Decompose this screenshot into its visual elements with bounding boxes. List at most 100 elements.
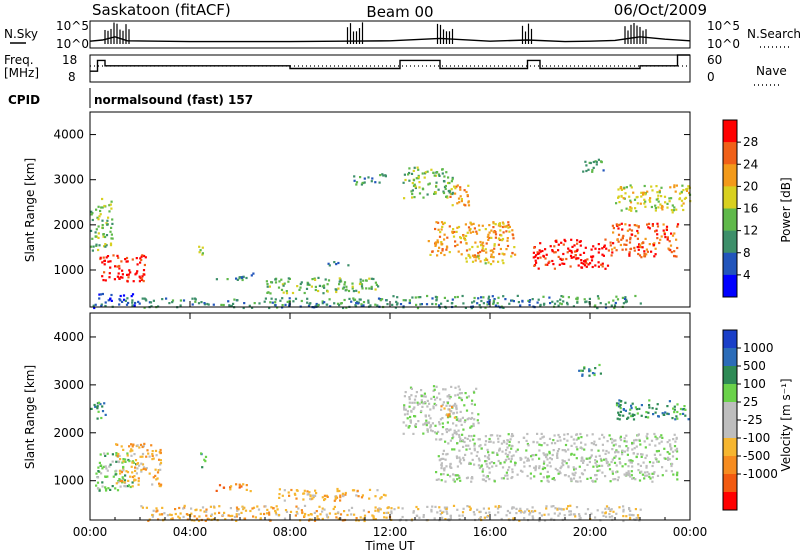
data-cell <box>581 374 584 377</box>
data-cell <box>631 413 634 416</box>
nsky-label: N.Sky <box>4 27 38 41</box>
data-cell <box>644 456 647 460</box>
data-cell <box>647 416 650 419</box>
data-cell <box>674 440 677 443</box>
data-cell <box>417 168 420 171</box>
data-cell <box>662 229 665 232</box>
data-cell <box>482 249 485 252</box>
data-cell <box>443 469 446 472</box>
data-cell <box>223 511 226 514</box>
freq-label: Freq. <box>4 53 34 67</box>
data-cell <box>536 251 539 254</box>
data-cell <box>652 243 656 247</box>
data-cell <box>662 223 665 226</box>
data-cell <box>614 451 617 454</box>
data-cell <box>142 467 145 471</box>
data-cell <box>455 185 458 188</box>
data-cell <box>471 301 474 304</box>
data-cell <box>95 208 98 211</box>
data-cell <box>343 298 346 302</box>
data-cell <box>121 276 124 279</box>
data-cell <box>108 276 111 279</box>
data-cell <box>551 259 554 263</box>
data-cell <box>119 299 122 302</box>
data-cell <box>536 432 539 435</box>
data-cell <box>343 281 347 284</box>
data-cell <box>341 287 345 290</box>
data-cell <box>491 451 494 454</box>
colorbar-tick-label: 28 <box>743 135 758 149</box>
colorbar-tick-label: 4 <box>743 268 751 282</box>
data-cell <box>158 513 161 516</box>
data-cell <box>326 290 329 293</box>
data-cell <box>138 280 141 283</box>
data-cell <box>355 183 358 186</box>
data-cell <box>587 168 590 171</box>
data-cell <box>456 226 459 229</box>
data-cell <box>648 406 651 409</box>
data-cell <box>652 472 655 475</box>
data-cell <box>449 439 452 442</box>
data-cell <box>337 287 340 290</box>
colorbar-swatch <box>723 348 737 367</box>
data-cell <box>553 245 556 248</box>
data-cell <box>617 240 620 243</box>
data-cell <box>316 517 319 520</box>
data-cell <box>446 236 449 239</box>
data-cell <box>512 300 515 303</box>
data-cell <box>296 512 299 515</box>
data-cell <box>292 300 295 303</box>
data-cell <box>310 285 313 288</box>
data-cell <box>668 400 671 403</box>
data-cell <box>634 438 637 442</box>
data-cell <box>488 224 491 227</box>
data-cell <box>411 401 414 404</box>
data-cell <box>402 421 405 424</box>
data-cell <box>435 404 438 407</box>
data-cell <box>222 303 225 307</box>
data-cell <box>491 295 494 298</box>
data-cell <box>473 256 476 259</box>
data-cell <box>590 255 593 258</box>
data-cell <box>154 468 157 471</box>
data-cell <box>472 438 475 441</box>
data-cell <box>159 459 162 462</box>
data-cell <box>563 262 566 265</box>
data-cell <box>141 452 145 456</box>
data-cell <box>498 252 501 256</box>
data-cell <box>636 245 639 249</box>
data-cell <box>615 402 619 405</box>
data-cell <box>673 232 676 235</box>
data-cell <box>515 512 518 515</box>
data-cell <box>492 231 495 234</box>
data-cell <box>654 435 657 438</box>
data-cell <box>507 468 510 472</box>
data-cell <box>265 280 268 283</box>
data-cell <box>614 455 617 458</box>
data-cell <box>613 304 617 307</box>
data-cell <box>351 285 354 288</box>
data-cell <box>458 460 461 463</box>
data-cell <box>148 455 151 458</box>
data-cell <box>470 435 473 438</box>
data-cell <box>469 426 472 429</box>
data-cell <box>440 463 443 466</box>
data-cell <box>628 251 631 254</box>
data-cell <box>628 228 631 231</box>
data-cell <box>510 444 514 447</box>
data-cell <box>435 432 438 435</box>
data-cell <box>415 514 418 517</box>
data-cell <box>408 396 411 399</box>
data-cell <box>497 459 500 463</box>
data-cell <box>418 402 421 405</box>
data-cell <box>345 285 348 288</box>
data-cell <box>506 455 509 458</box>
data-cell <box>428 182 431 185</box>
data-cell <box>473 444 476 447</box>
data-cell <box>671 455 675 458</box>
data-cell <box>646 190 649 193</box>
data-cell <box>511 471 514 474</box>
data-cell <box>363 177 366 180</box>
data-cell <box>171 517 174 520</box>
data-cell <box>351 287 354 290</box>
